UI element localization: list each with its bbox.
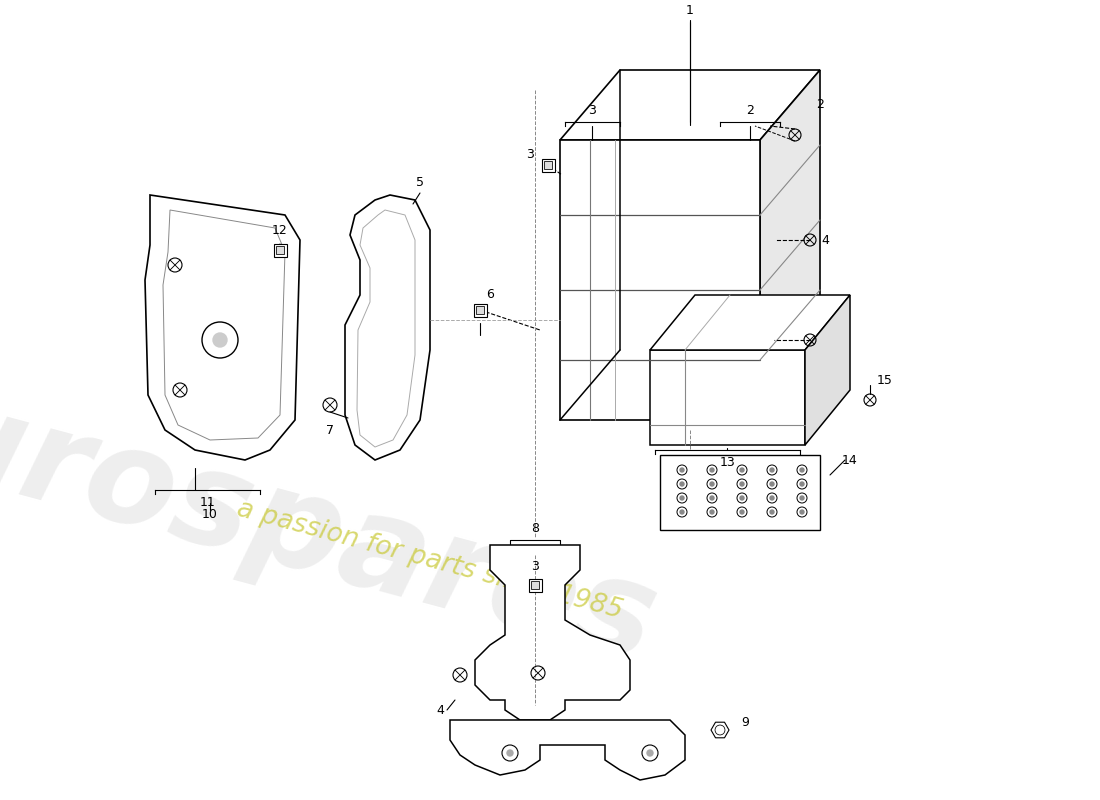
Circle shape (710, 468, 714, 472)
Polygon shape (711, 722, 729, 738)
Circle shape (800, 510, 804, 514)
Text: 9: 9 (741, 717, 749, 730)
Polygon shape (760, 70, 820, 420)
Bar (541, 158, 554, 171)
Circle shape (710, 482, 714, 486)
Bar (528, 578, 541, 591)
Circle shape (740, 482, 744, 486)
Circle shape (740, 468, 744, 472)
Polygon shape (345, 195, 430, 460)
Circle shape (740, 496, 744, 500)
Circle shape (770, 510, 774, 514)
Circle shape (770, 482, 774, 486)
Text: 2: 2 (816, 98, 824, 111)
Bar (473, 303, 486, 317)
Bar (544, 161, 552, 169)
Text: 5: 5 (416, 177, 424, 190)
Bar (276, 246, 284, 254)
Text: 4: 4 (436, 703, 444, 717)
Text: a passion for parts since 1985: a passion for parts since 1985 (234, 496, 626, 624)
Circle shape (770, 468, 774, 472)
Circle shape (800, 468, 804, 472)
Polygon shape (560, 70, 820, 140)
Polygon shape (650, 350, 805, 445)
Circle shape (710, 510, 714, 514)
Circle shape (740, 510, 744, 514)
Bar (274, 243, 286, 257)
Circle shape (800, 482, 804, 486)
Text: eurospares: eurospares (0, 350, 670, 690)
Text: 1: 1 (686, 3, 694, 17)
Polygon shape (650, 295, 850, 350)
Text: 6: 6 (486, 289, 494, 302)
Circle shape (680, 482, 684, 486)
Polygon shape (805, 295, 850, 445)
Circle shape (680, 496, 684, 500)
Polygon shape (475, 545, 630, 720)
Text: 3: 3 (531, 561, 539, 574)
Circle shape (680, 468, 684, 472)
Text: 8: 8 (531, 522, 539, 534)
Text: 4: 4 (821, 234, 829, 246)
Polygon shape (560, 140, 760, 420)
Text: 15: 15 (877, 374, 893, 386)
Text: 7: 7 (326, 423, 334, 437)
Text: 13: 13 (719, 457, 736, 470)
Circle shape (800, 496, 804, 500)
Polygon shape (660, 455, 820, 530)
Circle shape (680, 510, 684, 514)
Circle shape (647, 750, 653, 756)
Circle shape (507, 750, 513, 756)
Text: 10: 10 (202, 509, 218, 522)
Text: 3: 3 (588, 103, 596, 117)
Circle shape (710, 496, 714, 500)
Text: 12: 12 (272, 223, 288, 237)
Bar (531, 581, 539, 589)
Circle shape (770, 496, 774, 500)
Bar (476, 306, 484, 314)
Text: 2: 2 (746, 103, 754, 117)
Text: 11: 11 (199, 497, 216, 510)
Text: 14: 14 (843, 454, 858, 466)
Polygon shape (145, 195, 300, 460)
Text: 3: 3 (526, 149, 534, 162)
Circle shape (213, 333, 227, 347)
Polygon shape (450, 720, 685, 780)
